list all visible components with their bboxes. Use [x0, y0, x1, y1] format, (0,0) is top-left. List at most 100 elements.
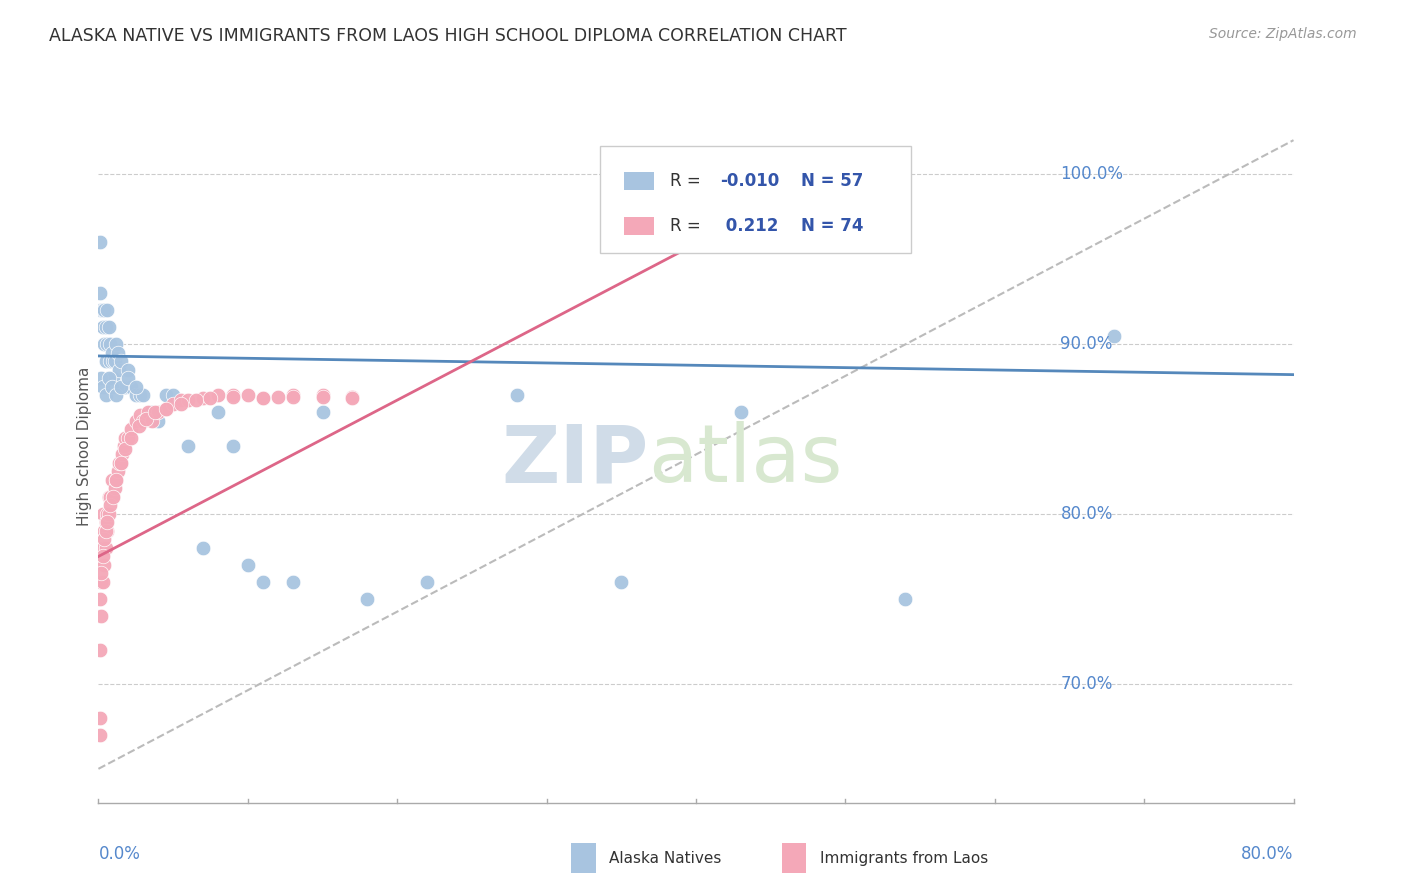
Point — [108, 456, 131, 470]
Point — [101, 345, 124, 359]
Point — [93, 558, 115, 572]
Point — [91, 507, 114, 521]
Point — [252, 392, 274, 406]
Point — [222, 439, 245, 453]
Point — [89, 728, 111, 742]
Point — [281, 388, 304, 402]
Point — [94, 388, 117, 402]
Point — [97, 371, 120, 385]
Text: atlas: atlas — [648, 421, 842, 500]
Text: ZIP: ZIP — [501, 421, 648, 500]
Point — [169, 396, 191, 410]
Point — [135, 412, 157, 426]
Point — [252, 574, 274, 589]
Point — [91, 541, 114, 555]
Point — [114, 430, 136, 444]
Point — [98, 354, 122, 368]
Point — [97, 490, 120, 504]
Point — [128, 418, 150, 433]
Point — [311, 390, 333, 404]
Point — [91, 574, 114, 589]
Point — [155, 401, 177, 416]
Y-axis label: High School Diploma: High School Diploma — [77, 367, 91, 525]
Point — [93, 337, 115, 351]
Point — [105, 473, 128, 487]
Point — [120, 422, 142, 436]
Point — [129, 409, 152, 423]
Point — [90, 574, 112, 589]
Point — [342, 390, 364, 404]
Point — [93, 524, 115, 538]
FancyBboxPatch shape — [600, 146, 911, 253]
Point — [191, 541, 214, 555]
Point — [1104, 328, 1126, 343]
Point — [91, 379, 114, 393]
FancyBboxPatch shape — [624, 172, 654, 190]
Point — [89, 591, 111, 606]
Point — [114, 379, 136, 393]
Point — [191, 392, 214, 406]
Point — [94, 516, 117, 530]
Point — [120, 430, 142, 444]
FancyBboxPatch shape — [624, 217, 654, 235]
Point — [104, 354, 127, 368]
Point — [506, 388, 529, 402]
Point — [342, 392, 364, 406]
Point — [90, 566, 112, 581]
Point — [252, 392, 274, 406]
Point — [89, 643, 111, 657]
Point — [90, 608, 112, 623]
Text: 80.0%: 80.0% — [1241, 846, 1294, 863]
Point — [222, 390, 245, 404]
Point — [110, 456, 132, 470]
Point — [91, 303, 114, 318]
Point — [416, 574, 439, 589]
Point — [117, 371, 139, 385]
Point — [120, 379, 142, 393]
Text: 100.0%: 100.0% — [1060, 165, 1123, 183]
Point — [97, 507, 120, 521]
Text: 0.0%: 0.0% — [98, 846, 141, 863]
Point — [125, 413, 148, 427]
Point — [139, 405, 162, 419]
Text: 0.212: 0.212 — [720, 217, 779, 235]
Point — [162, 388, 184, 402]
Point — [94, 320, 117, 334]
Point — [162, 396, 184, 410]
Point — [132, 388, 155, 402]
Point — [177, 439, 200, 453]
Point — [169, 393, 191, 408]
Point — [267, 390, 290, 404]
Point — [103, 490, 125, 504]
Text: 90.0%: 90.0% — [1060, 335, 1114, 353]
Point — [111, 448, 134, 462]
Point — [117, 430, 139, 444]
Point — [96, 507, 118, 521]
Text: 80.0%: 80.0% — [1060, 505, 1114, 523]
Point — [101, 473, 124, 487]
Point — [610, 574, 633, 589]
Point — [207, 405, 229, 419]
Point — [136, 405, 159, 419]
Point — [117, 362, 139, 376]
Point — [281, 574, 304, 589]
Text: R =: R = — [669, 217, 706, 235]
Point — [129, 388, 152, 402]
Point — [311, 405, 333, 419]
Point — [98, 337, 122, 351]
Point — [112, 379, 135, 393]
Text: -0.010: -0.010 — [720, 172, 779, 190]
Point — [105, 388, 128, 402]
Point — [148, 405, 170, 419]
Text: Alaska Natives: Alaska Natives — [609, 851, 721, 865]
Point — [125, 379, 148, 393]
Point — [104, 482, 127, 496]
Point — [96, 524, 118, 538]
Point — [281, 390, 304, 404]
Point — [105, 473, 128, 487]
Point — [356, 591, 378, 606]
Point — [91, 320, 114, 334]
Point — [222, 388, 245, 402]
Point — [114, 442, 136, 457]
Point — [125, 388, 148, 402]
